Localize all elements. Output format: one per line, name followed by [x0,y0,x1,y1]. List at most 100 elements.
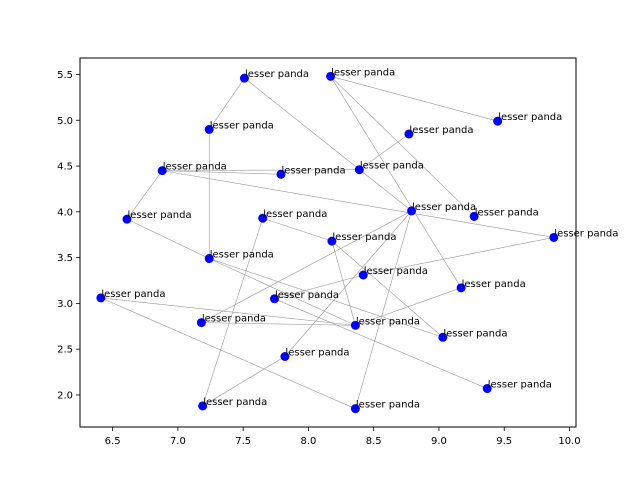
point-label: lesser panda [364,266,428,277]
point-label: lesser panda [101,289,165,300]
data-point [258,213,268,223]
edge-line [274,298,488,389]
y-tick-label: 5.0 [57,116,73,127]
x-axis: 6.5 7.0 7.5 8.0 8.5 9.0 9.5 10.0 [105,427,581,447]
data-point [438,332,448,342]
data-point [239,73,249,83]
edge-line [331,240,444,338]
x-tick-label: 10.0 [558,436,580,447]
point-label: lesser panda [443,328,507,339]
point-label: lesser panda [285,347,349,358]
point-label: lesser panda [498,112,562,123]
point-label: lesser panda [245,69,309,80]
point-label: lesser panda [163,162,227,173]
data-point [276,169,286,179]
edge-line [330,76,475,217]
edge-line [100,297,356,409]
point-label: lesser panda [412,202,476,213]
y-tick-label: 5.5 [57,70,73,81]
x-tick-label: 6.5 [105,436,121,447]
data-point [157,166,167,176]
data-point [354,165,364,175]
point-label: lesser panda [202,314,266,325]
edge-line [162,169,360,171]
point-label: lesser panda [356,400,420,411]
point-label: lesser panda [210,120,274,131]
y-tick-label: 4.5 [57,162,73,173]
point-label: lesser panda [127,210,191,221]
x-tick-label: 9.0 [431,436,447,447]
data-point [122,214,132,224]
edge-line [331,241,356,326]
data-point [407,206,417,216]
point-label: lesser panda [275,290,339,301]
edge-line [359,133,410,170]
point-label: lesser panda [331,67,395,78]
point-label: lesser panda [475,207,539,218]
edge-line [202,356,286,407]
y-tick-label: 3.5 [57,253,73,264]
point-label: lesser panda [210,250,274,261]
edge-line [126,170,163,220]
x-tick-label: 7.0 [170,436,186,447]
point-label: lesser panda [332,232,396,243]
data-point [327,236,337,246]
edge-line [209,258,443,338]
edge-line [262,217,333,242]
point-label: lesser panda [263,209,327,220]
data-point [482,384,492,394]
point-label: lesser panda [203,397,267,408]
edge-line [201,210,412,323]
edge-line [355,210,412,409]
y-tick-label: 4.0 [57,207,73,218]
data-point [358,270,368,280]
data-point [198,401,208,411]
data-point [326,71,336,81]
x-tick-label: 9.5 [496,436,512,447]
data-point [280,351,290,361]
points-layer [96,71,559,414]
data-point [493,116,503,126]
data-point [549,232,559,242]
data-point [196,318,206,328]
data-point [469,211,479,221]
point-label: lesser panda [356,316,420,327]
edge-line [209,258,356,326]
data-point [404,129,414,139]
data-point [350,320,360,330]
x-tick-label: 8.5 [366,436,382,447]
data-point [269,294,279,304]
point-label: lesser panda [554,228,618,239]
data-point [456,283,466,293]
edge-line [162,170,554,238]
point-label: lesser panda [409,125,473,136]
edge-line [363,237,554,276]
point-label: lesser panda [488,380,552,391]
edge-line [208,77,245,130]
y-tick-label: 2.5 [57,345,73,356]
edge-line [201,322,356,326]
edge-line [330,76,498,122]
point-label: lesser panda [462,279,526,290]
y-tick-label: 2.0 [57,390,73,401]
point-label: lesser panda [282,165,346,176]
edge-line [162,170,282,175]
plot-frame [79,57,577,428]
data-point [350,404,360,414]
x-tick-label: 8.0 [300,436,316,447]
x-tick-label: 7.5 [235,436,251,447]
y-axis: 2.0 2.5 3.0 3.5 4.0 4.5 5.0 5.5 [57,70,80,401]
edge-line [100,297,356,326]
y-tick-label: 3.0 [57,299,73,310]
data-point [96,293,106,303]
data-point [204,124,214,134]
edge-line [244,77,412,212]
edges-layer [100,76,554,409]
edge-line [355,287,462,326]
point-label: lesser panda [360,161,424,172]
edge-line [284,210,412,357]
edge-line [330,76,462,288]
edge-line [126,218,210,259]
